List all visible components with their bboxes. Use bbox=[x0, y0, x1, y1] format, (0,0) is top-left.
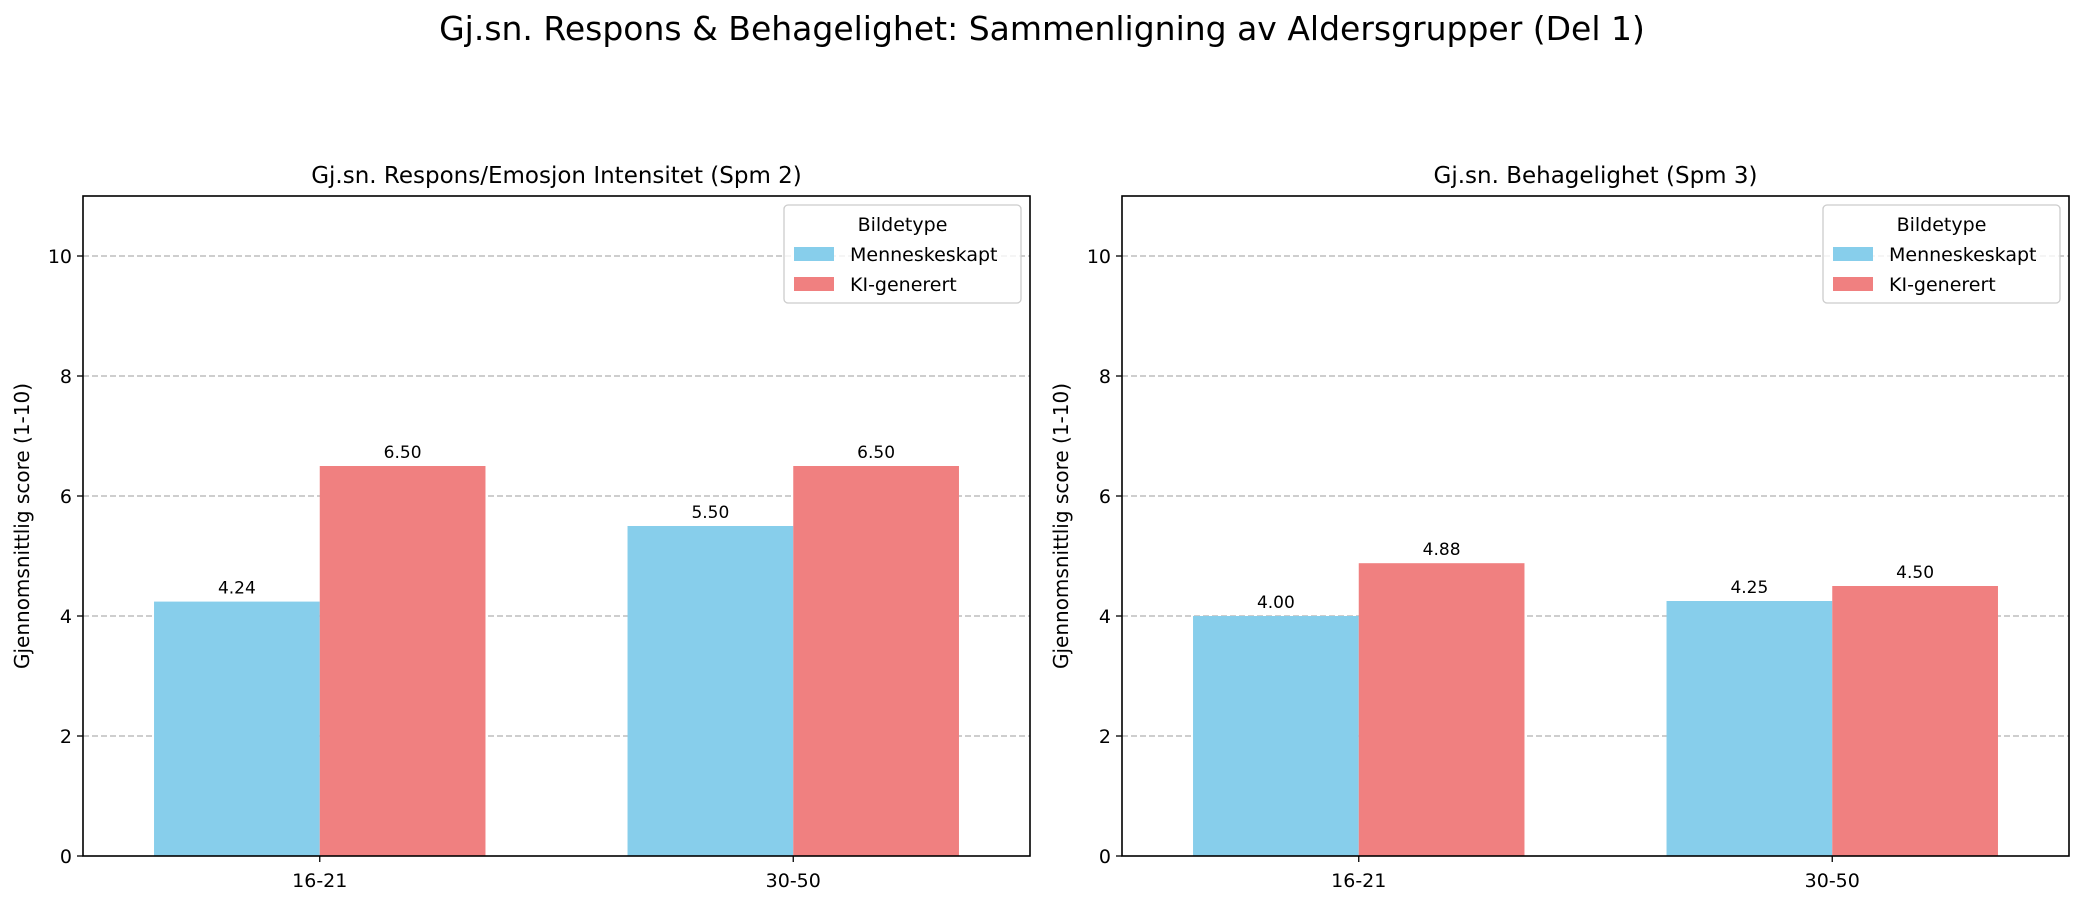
y-tick-label: 6 bbox=[60, 486, 72, 508]
y-tick-label: 2 bbox=[1099, 726, 1111, 748]
chart-panel-2: 4.00 4.25 4.88 4.50 0 2 4 6 8 10 16-21 30-50 Gj.sn. … bbox=[1049, 163, 2070, 892]
chart-title: Gj.sn. Behagelighet (Spm 3) bbox=[1434, 163, 1758, 189]
bar-value-label: 4.50 bbox=[1896, 563, 1934, 583]
bar-value-label: 4.88 bbox=[1423, 540, 1461, 560]
legend-label: KI-generert bbox=[850, 274, 957, 296]
legend: Bildetype Menneskeskapt KI-generert bbox=[1822, 204, 2061, 304]
legend-title: Bildetype bbox=[858, 214, 948, 236]
plot-frame bbox=[82, 195, 1031, 857]
bar-value-label: 6.50 bbox=[384, 443, 422, 463]
y-tick-label: 4 bbox=[1099, 606, 1111, 628]
legend-swatch-ki-generert bbox=[1833, 277, 1873, 291]
bar-value-label: 6.50 bbox=[857, 443, 895, 463]
legend-title: Bildetype bbox=[1897, 214, 1987, 236]
x-tick-label: 30-50 bbox=[1805, 870, 1860, 892]
legend-swatch-menneskeskapt bbox=[1833, 247, 1873, 261]
figure-title: Gj.sn. Respons & Behagelighet: Sammenlig… bbox=[439, 9, 1645, 48]
legend-swatch-menneskeskapt bbox=[794, 247, 834, 261]
y-tick-label: 0 bbox=[60, 846, 72, 868]
bar-menneskeskapt-2 bbox=[627, 526, 794, 856]
legend-swatch-ki-generert bbox=[794, 277, 834, 291]
bar-value-label: 5.50 bbox=[691, 503, 729, 523]
legend-box bbox=[1822, 204, 2061, 304]
y-tick-label: 4 bbox=[60, 606, 72, 628]
bar-ki-generert-1 bbox=[1358, 563, 1525, 856]
y-tick-label: 0 bbox=[1099, 846, 1111, 868]
bar-ki-generert-2 bbox=[1832, 586, 1998, 856]
legend-label: KI-generert bbox=[1889, 274, 1996, 296]
bar-menneskeskapt-2 bbox=[1666, 601, 1833, 856]
x-tick-label: 16-21 bbox=[1331, 870, 1386, 892]
y-tick-label: 8 bbox=[1099, 366, 1111, 388]
y-tick-label: 8 bbox=[60, 366, 72, 388]
bar-menneskeskapt-1 bbox=[1193, 616, 1359, 856]
y-tick-label: 10 bbox=[48, 246, 72, 268]
legend-label: Menneskeskapt bbox=[850, 244, 998, 266]
bar-value-label: 4.24 bbox=[218, 579, 256, 599]
y-tick-label: 2 bbox=[60, 726, 72, 748]
y-axis-label: Gjennomsnittlig score (1-10) bbox=[10, 383, 34, 669]
y-tick-label: 10 bbox=[1087, 246, 1111, 268]
legend-box bbox=[783, 204, 1022, 304]
chart-panel-1: 4.24 5.50 6.50 6.50 0 2 4 6 8 10 16-21 30-50 Gj.sn. … bbox=[10, 163, 1031, 892]
x-tick-label: 30-50 bbox=[766, 870, 821, 892]
y-axis-label: Gjennomsnittlig score (1-10) bbox=[1049, 383, 1073, 669]
legend-label: Menneskeskapt bbox=[1889, 244, 2037, 266]
y-tick-label: 6 bbox=[1099, 486, 1111, 508]
bar-ki-generert-2 bbox=[793, 466, 959, 856]
legend: Bildetype Menneskeskapt KI-generert bbox=[783, 204, 1022, 304]
bar-value-label: 4.00 bbox=[1257, 593, 1295, 613]
chart-title: Gj.sn. Respons/Emosjon Intensitet (Spm 2… bbox=[311, 163, 802, 189]
x-tick-label: 16-21 bbox=[292, 870, 347, 892]
plot-frame bbox=[1121, 195, 2070, 857]
bar-ki-generert-1 bbox=[319, 466, 486, 856]
chart-panels: 4.24 5.50 6.50 6.50 0 2 4 6 8 10 16-21 30-50 Gj.sn. … bbox=[10, 163, 2070, 892]
bar-value-label: 4.25 bbox=[1730, 578, 1768, 598]
bar-menneskeskapt-1 bbox=[154, 601, 320, 856]
